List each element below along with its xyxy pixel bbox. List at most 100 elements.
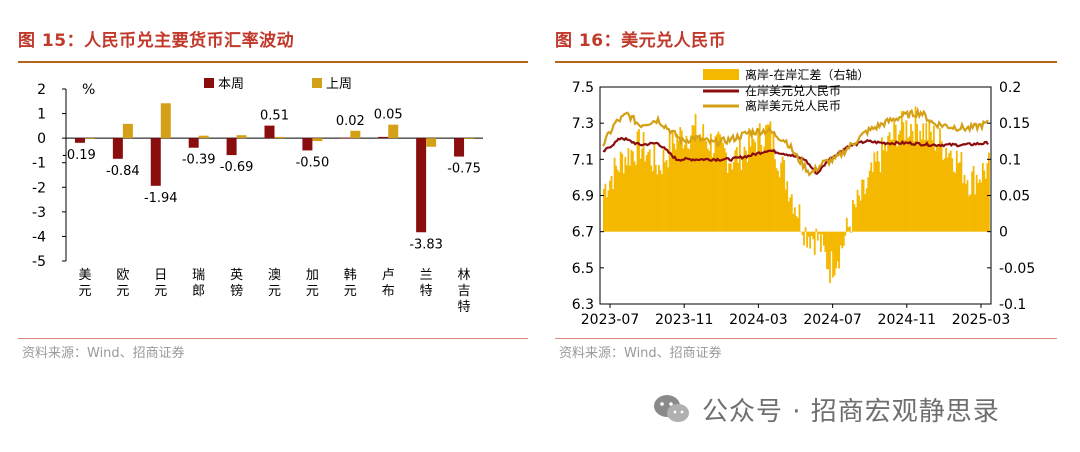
x-category-label: 加 <box>306 268 319 283</box>
spread-area-bar <box>716 134 718 232</box>
spread-area-bar <box>936 145 938 232</box>
left-source-note: 资料来源：Wind、招商证券 <box>22 346 185 361</box>
spread-area-bar <box>977 182 980 232</box>
y-tick-label: -3 <box>32 205 46 221</box>
spread-area-bar <box>949 150 952 232</box>
spread-area-bar <box>850 231 853 233</box>
spread-area-bar <box>988 152 990 232</box>
y-tick-label: 2 <box>37 82 46 98</box>
spread-area-bar <box>659 170 662 232</box>
spread-area-bar <box>665 159 668 232</box>
left-tick-label: 6.5 <box>572 261 594 277</box>
spread-area-bar <box>966 180 969 232</box>
spread-area-bar <box>748 128 750 232</box>
legend-label-offshore: 离岸美元兑人民币 <box>745 98 841 113</box>
spread-area-bar <box>862 179 865 232</box>
spread-area-bar <box>911 131 914 232</box>
spread-area-bar <box>917 142 920 232</box>
spread-area-bar <box>737 162 740 232</box>
legend-swatch-last-week <box>312 78 322 88</box>
spread-area-bar <box>639 158 642 232</box>
spread-area-bar <box>962 183 964 232</box>
spread-area-bar <box>618 171 621 232</box>
spread-area-bar <box>653 143 656 232</box>
spread-area-bar <box>746 162 749 232</box>
right-tick-label: 0.1 <box>999 152 1021 168</box>
x-category-label: 元 <box>306 284 319 299</box>
spread-area-bar <box>702 124 705 232</box>
wechat-icon <box>654 395 689 422</box>
bar-last-week-0 <box>84 138 95 139</box>
spread-area-bar <box>717 131 720 232</box>
spread-area-bar <box>705 141 708 232</box>
spread-area-bar <box>847 227 850 232</box>
spread-area-bar <box>971 171 973 232</box>
spread-area-bar <box>696 137 698 232</box>
spread-area-bar <box>711 156 714 232</box>
spread-area-bar <box>691 125 694 232</box>
spread-area-bar <box>783 160 786 232</box>
x-tick-label: 2024-11 <box>878 312 937 328</box>
spread-area-bar <box>865 188 868 232</box>
spread-area-bar <box>824 231 827 252</box>
bar-last-week-1 <box>122 123 133 139</box>
spread-area-bar <box>789 197 792 232</box>
spread-area-bar <box>749 146 752 232</box>
spread-area-bar <box>864 194 867 232</box>
spread-area-bar <box>734 150 737 232</box>
spread-area-bar <box>899 130 902 232</box>
spread-area-bar <box>680 130 683 232</box>
bar-last-week-8 <box>388 124 399 139</box>
spread-area-bar <box>818 231 821 234</box>
spread-area-bar <box>699 134 702 232</box>
right-source-divider <box>555 338 1057 339</box>
spread-area-bar <box>897 134 900 232</box>
spread-area-bar <box>957 163 960 232</box>
spread-area-bar <box>774 159 776 232</box>
spread-area-bar <box>870 162 873 232</box>
spread-area-bar <box>771 148 773 232</box>
spread-area-bar <box>983 170 986 232</box>
spread-area-bar <box>714 136 717 232</box>
bar-this-week-0 <box>74 138 85 143</box>
spread-area-bar <box>940 141 943 232</box>
x-category-label: 布 <box>382 284 395 299</box>
spread-area-bar <box>835 231 838 269</box>
watermark-text: 公众号 · 招商宏观静思录 <box>702 396 1000 427</box>
spread-area-bar <box>745 150 747 232</box>
spread-area-bar <box>908 136 911 232</box>
x-tick-label: 2023-11 <box>655 312 714 328</box>
x-category-label: 日 <box>154 268 167 283</box>
spread-area-bar <box>671 130 674 232</box>
spread-area-bar <box>885 151 888 232</box>
spread-area-bar <box>914 106 917 232</box>
spread-area-bar <box>969 194 972 232</box>
x-category-label: 特 <box>420 284 433 299</box>
spread-area-bar <box>719 134 721 232</box>
spread-area-bar <box>645 155 648 232</box>
legend-label-onshore: 在岸美元兑人民币 <box>745 84 841 98</box>
spread-area-bar <box>945 147 948 232</box>
spread-area-bar <box>648 149 651 232</box>
bar-this-week-6 <box>302 138 313 151</box>
spread-area-bar <box>888 132 891 232</box>
spread-area-bar <box>713 153 715 232</box>
spread-area-bar <box>664 162 666 232</box>
spread-area-bar <box>658 164 660 232</box>
spread-area-bar <box>803 231 805 246</box>
y-tick-label: -1 <box>32 156 46 172</box>
spread-area-bar <box>758 123 761 232</box>
right-source-note: 资料来源：Wind、招商证券 <box>559 346 722 361</box>
spread-area-bar <box>810 231 813 237</box>
y-tick-label: -5 <box>32 254 46 270</box>
spread-area-bar <box>867 177 870 232</box>
spread-area-bar <box>812 231 815 240</box>
bar-this-week-2 <box>150 138 161 186</box>
left-tick-label: 7.1 <box>572 152 594 168</box>
right-tick-label: 0.05 <box>999 189 1030 205</box>
spread-area-bar <box>873 152 876 232</box>
spread-area-bar <box>673 143 676 232</box>
spread-area-bar <box>894 124 897 232</box>
x-category-label: 郎 <box>192 284 205 299</box>
spread-area-bar <box>627 148 630 232</box>
